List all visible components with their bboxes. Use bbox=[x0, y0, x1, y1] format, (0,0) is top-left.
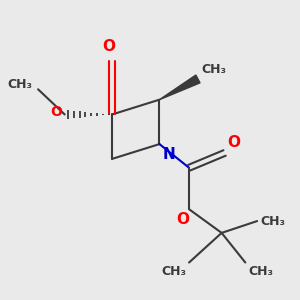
Text: CH₃: CH₃ bbox=[248, 266, 273, 278]
Polygon shape bbox=[160, 75, 200, 100]
Text: CH₃: CH₃ bbox=[201, 63, 226, 76]
Text: O: O bbox=[177, 212, 190, 227]
Text: CH₃: CH₃ bbox=[260, 214, 285, 228]
Text: CH₃: CH₃ bbox=[7, 78, 32, 92]
Text: O: O bbox=[228, 135, 241, 150]
Text: O: O bbox=[50, 104, 62, 118]
Text: CH₃: CH₃ bbox=[161, 266, 186, 278]
Text: O: O bbox=[103, 39, 116, 54]
Text: N: N bbox=[162, 147, 175, 162]
